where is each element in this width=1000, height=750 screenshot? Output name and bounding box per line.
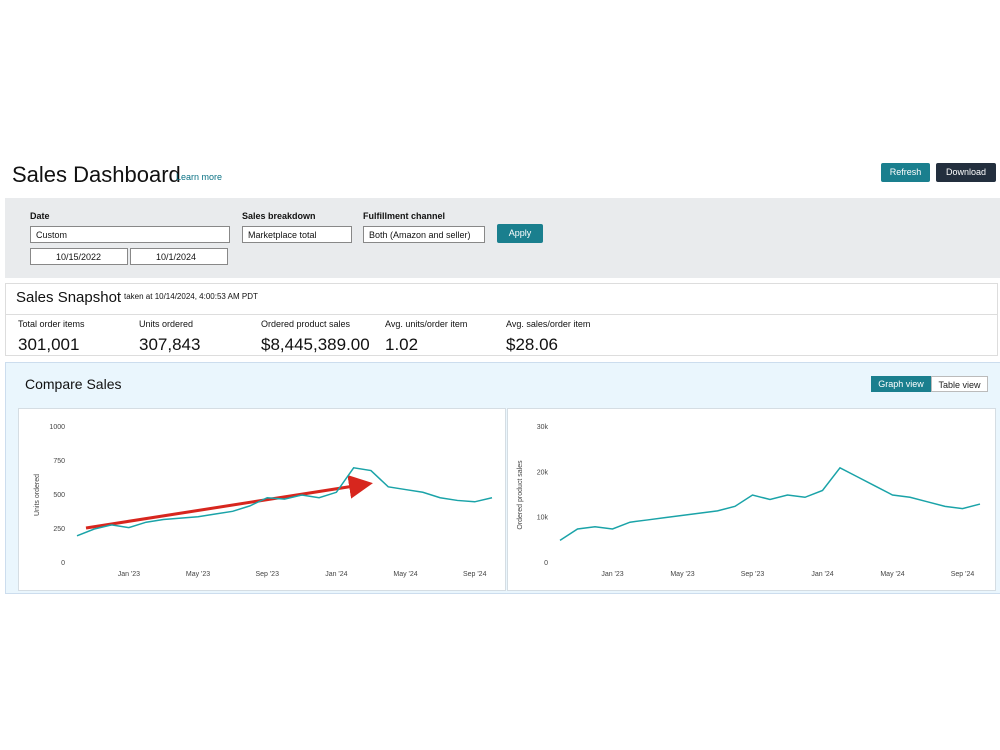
metric-label: Units ordered — [139, 319, 194, 329]
y-tick-label: 10k — [537, 515, 549, 522]
y-tick-label: 20k — [537, 469, 549, 476]
label: Date — [30, 211, 50, 221]
date-select[interactable]: Custom — [30, 226, 230, 243]
x-tick-label: Jan '23 — [118, 571, 140, 578]
metric-value: 307,843 — [139, 335, 201, 354]
snapshot-title: Sales Snapshot — [16, 289, 122, 306]
x-tick-label: Sep '23 — [741, 571, 765, 578]
graph-view[interactable]: Graph view — [871, 376, 931, 392]
y-axis-label: Units ordered — [34, 474, 41, 516]
metric-value: $8,445,389.00 — [261, 335, 370, 354]
table-view[interactable]: Table view — [931, 376, 988, 392]
x-tick-label: Sep '24 — [463, 571, 487, 578]
metric-value: $28.06 — [506, 335, 558, 354]
x-tick-label: May '23 — [670, 571, 694, 578]
y-tick-label: 750 — [53, 458, 65, 465]
line — [76, 466, 493, 537]
trend-arrow — [85, 474, 373, 530]
label: Sales breakdown — [242, 211, 316, 221]
apply-button[interactable]: Apply — [497, 224, 543, 243]
title: Sales Dashboard — [12, 162, 181, 187]
y-tick-label: 0 — [544, 560, 548, 567]
x-tick-label: Jan '24 — [325, 571, 347, 578]
y-tick-label: 30k — [537, 424, 549, 431]
x-tick-label: Sep '24 — [951, 571, 975, 578]
end-date[interactable]: 10/1/2024 — [130, 248, 228, 265]
metric-label: Ordered product sales — [261, 319, 351, 329]
chart: 0 250 500 750 1000 Jan '23 May '23 Sep '23 Jan '… — [18, 408, 506, 591]
y-axis-label: Ordered product sales — [517, 460, 524, 530]
label: Fulfillment channel — [363, 211, 446, 221]
channel-select[interactable]: Both (Amazon and seller) — [363, 226, 485, 243]
chart: 0 10k 20k 30k Jan '23 May '23 Sep '23 Jan '24 Ma… — [507, 408, 996, 591]
x-tick-label: May '23 — [186, 571, 210, 578]
download-button[interactable]: Download — [936, 163, 996, 182]
divider — [6, 314, 997, 315]
metric-value: 1.02 — [385, 335, 419, 354]
snapshot-panel: Sales Snapshot taken at 10/14/2024, 4:00… — [5, 283, 998, 356]
y-tick-label: 1000 — [49, 424, 65, 431]
start-date[interactable]: 10/15/2022 — [30, 248, 128, 265]
metric-value: 301,001 — [18, 335, 80, 354]
metric-label: Avg. sales/order item — [506, 319, 591, 329]
y-tick-label: 500 — [53, 492, 65, 499]
metric-label: Avg. units/order item — [385, 319, 468, 329]
metric-label: Total order items — [18, 319, 85, 329]
y-tick-label: 250 — [53, 526, 65, 533]
x-tick-label: May '24 — [880, 571, 904, 578]
y-tick-label: 0 — [61, 560, 65, 567]
x-tick-label: Jan '23 — [601, 571, 623, 578]
refresh-button[interactable]: Refresh — [881, 163, 930, 182]
learn-more[interactable]: Learn more — [176, 172, 223, 182]
breakdown-select[interactable]: Marketplace total — [242, 226, 352, 243]
snapshot-time: taken at 10/14/2024, 4:00:53 AM PDT — [124, 292, 258, 301]
x-tick-label: Sep '23 — [255, 571, 279, 578]
x-tick-label: Jan '24 — [811, 571, 833, 578]
filter-panel: Date Custom 10/15/2022 10/1/2024 Sales b… — [5, 198, 1000, 278]
line — [559, 466, 981, 541]
x-tick-label: May '24 — [393, 571, 417, 578]
compare-title: Compare Sales — [25, 376, 122, 392]
